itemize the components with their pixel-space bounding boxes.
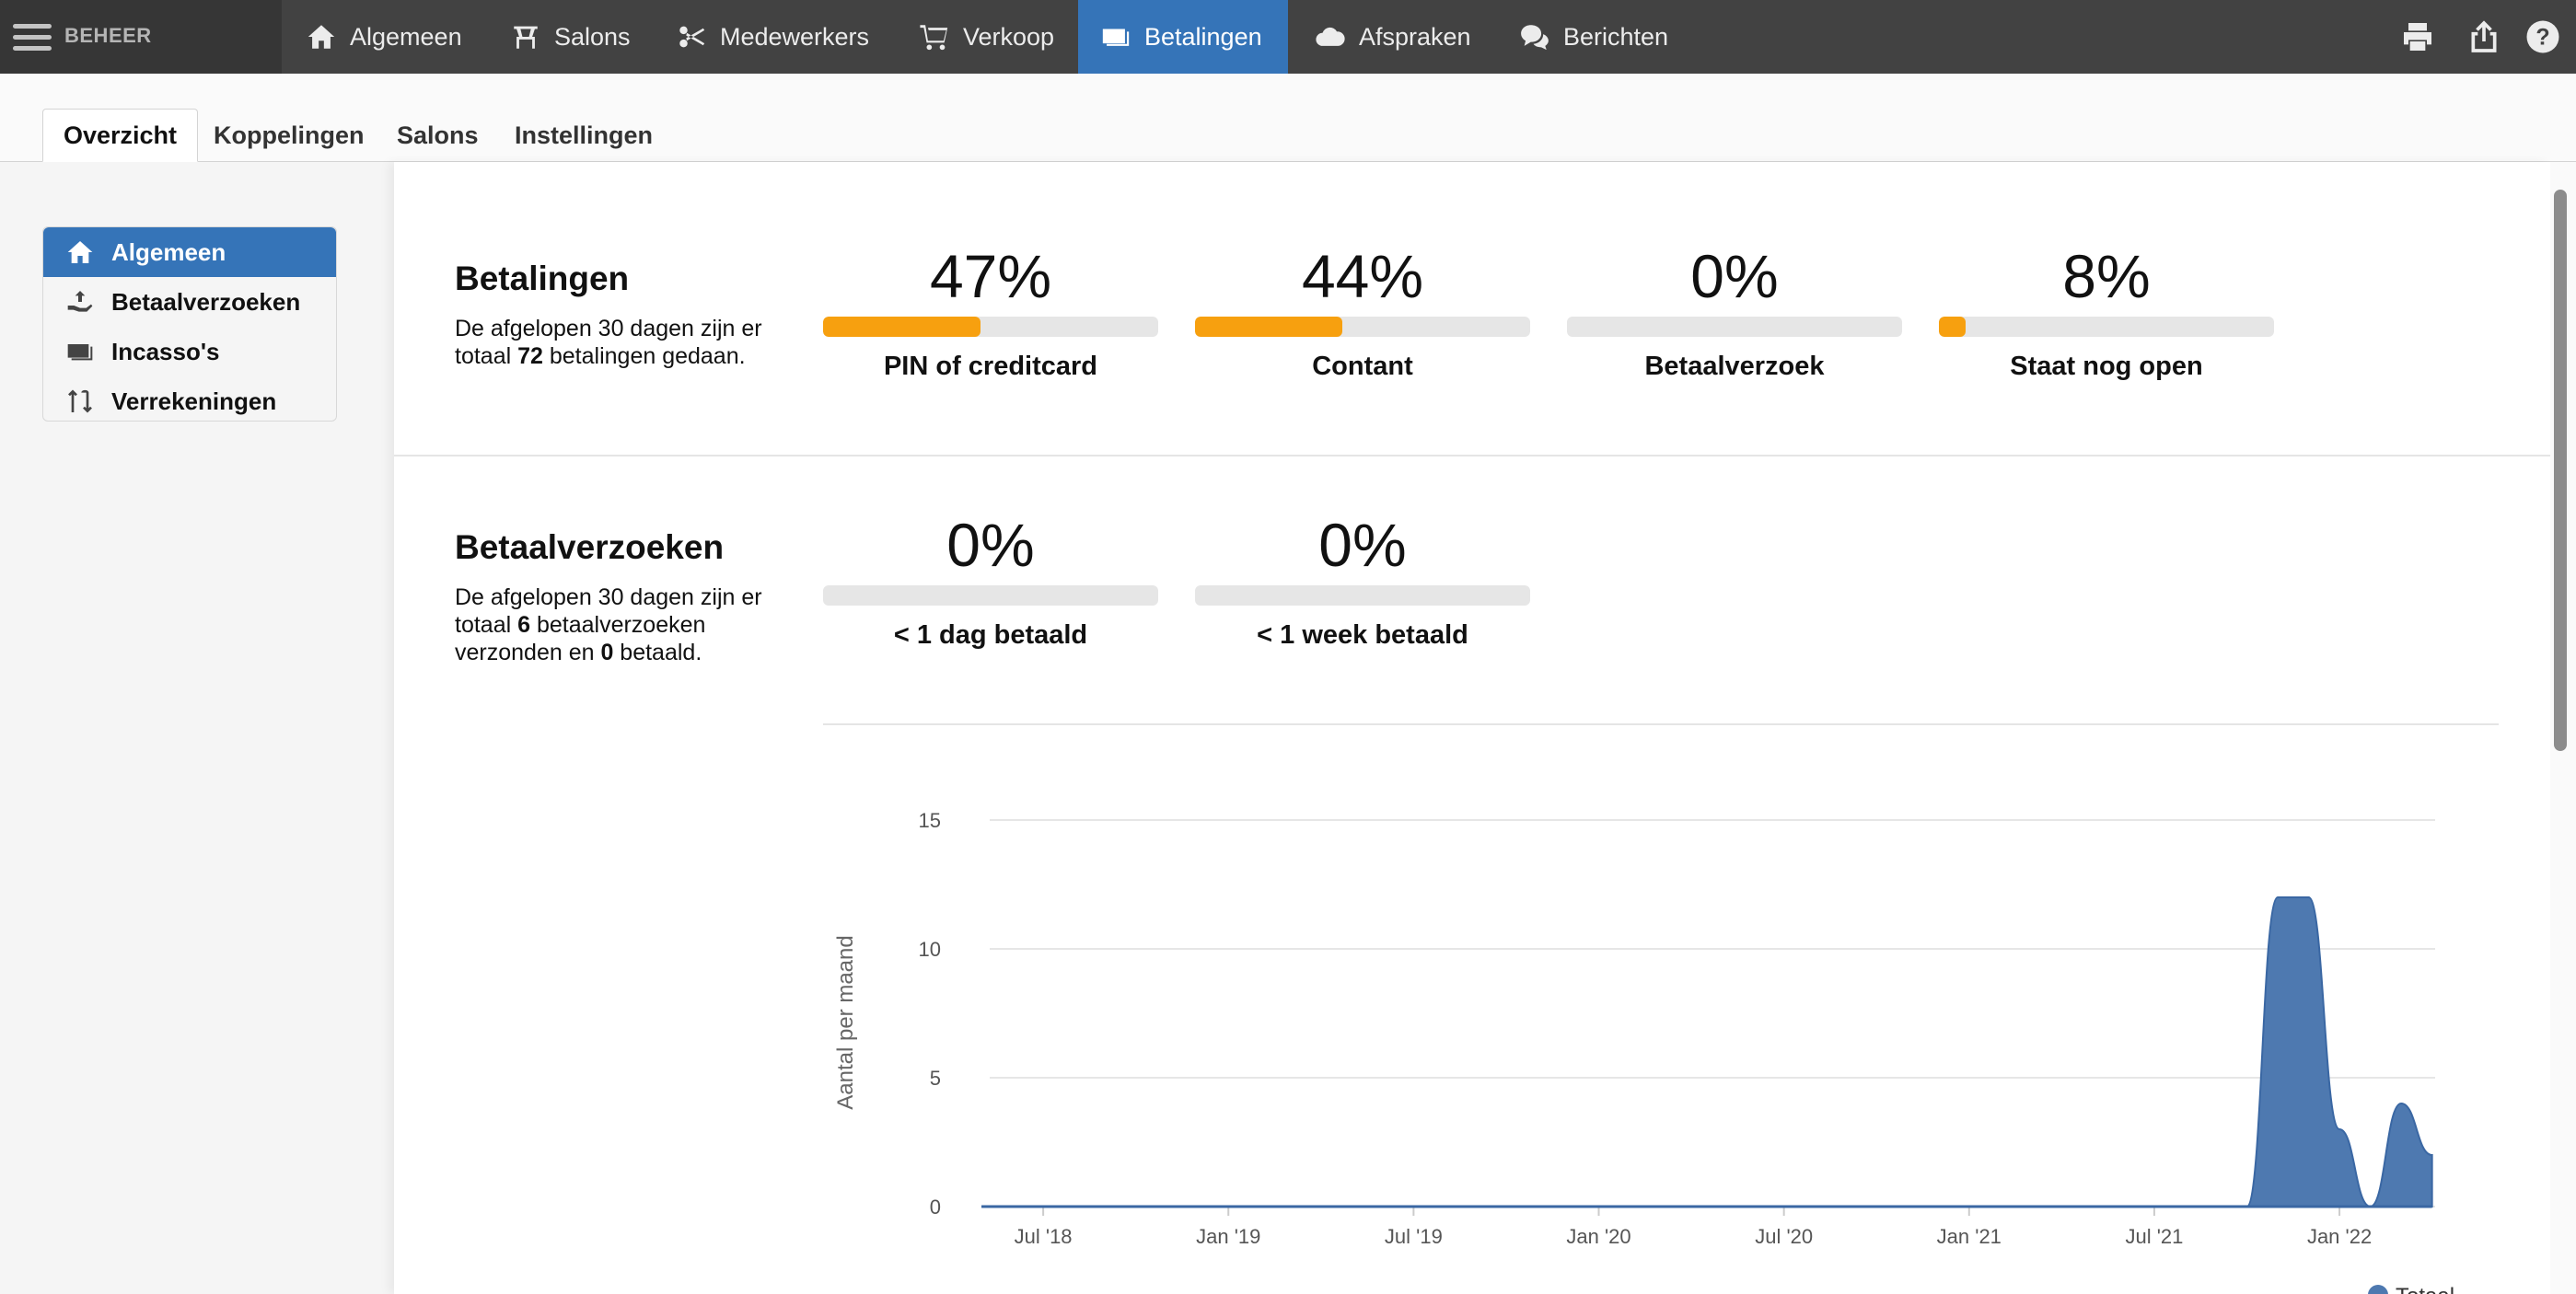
nav-item-betalingen[interactable]: Betalingen (1078, 0, 1288, 74)
nav-item-algemeen[interactable]: Algemeen (296, 0, 471, 74)
legend-marker-totaal (2368, 1285, 2388, 1294)
stat-value: 47% (929, 242, 1052, 310)
tab-salons[interactable]: Salons (397, 121, 479, 149)
stat-value: 0% (946, 511, 1035, 579)
x-tick-label: Jul '18 (1015, 1225, 1073, 1248)
nav-item-label: Algemeen (350, 22, 462, 51)
section-title-betalingen: Betalingen (455, 260, 630, 297)
nav-item-label: Afspraken (1359, 22, 1471, 51)
stat-value: 0% (1690, 242, 1779, 310)
nav-item-label: Medewerkers (720, 22, 870, 51)
x-tick-label: Jul '21 (2125, 1225, 2183, 1248)
sidebar-item-label: Incasso's (111, 337, 220, 365)
hand-money-icon (67, 291, 93, 312)
nav-item-label: Berichten (1563, 22, 1669, 51)
nav-item-verkoop[interactable]: Verkoop (910, 0, 1063, 74)
betaalverzoeken-sent-count: 6 (517, 612, 531, 638)
progress-bar (823, 585, 1158, 606)
y-tick-label: 10 (919, 938, 941, 961)
svg-text:?: ? (2535, 24, 2549, 50)
betaalverzoeken-description: De afgelopen 30 dagen zijn er totaal 6 b… (455, 584, 762, 665)
main-content: Betalingen De afgelopen 30 dagen zijn er… (394, 162, 2550, 1294)
progress-fill (1195, 317, 1343, 337)
sidebar-item-label: Algemeen (111, 237, 226, 266)
nav-item-label: Salons (554, 22, 631, 51)
x-tick-label: Jan '19 (1196, 1225, 1260, 1248)
stat-label: Contant (1312, 352, 1413, 381)
x-tick-label: Jan '22 (2307, 1225, 2372, 1248)
tab-koppelingen[interactable]: Koppelingen (214, 121, 365, 149)
sidebar-menu: Algemeen Betaalverzoeken Incasso's Verre… (42, 226, 337, 422)
home-icon (67, 241, 93, 263)
x-tick-label: Jan '20 (1566, 1225, 1630, 1248)
stat-value: 8% (2062, 242, 2151, 310)
card-icon (67, 344, 93, 361)
stat-label: PIN of creditcard (883, 352, 1098, 381)
chart-svg: 0 5 10 15 Aantal per maand Jul '18 Jan '19 Jul … (833, 809, 2454, 1294)
nav-item-berichten[interactable]: Berichten (1510, 0, 1677, 74)
nav-item-medewerkers[interactable]: Medewerkers (667, 0, 878, 74)
chat-icon (1521, 25, 1549, 51)
progress-fill (823, 317, 981, 337)
share-icon[interactable] (2466, 18, 2502, 55)
tab-instellingen[interactable]: Instellingen (515, 121, 654, 149)
salon-icon (514, 26, 538, 49)
x-tick-label: Jul '20 (1755, 1225, 1813, 1248)
area-series-totaal (981, 896, 2433, 1208)
betaalverzoeken-chart: 0 5 10 15 Aantal per maand Jul '18 Jan '19 Jul … (819, 755, 2477, 1294)
help-icon[interactable]: ? (2524, 18, 2561, 55)
stat-value: 0% (1318, 511, 1407, 579)
scrollbar[interactable] (2550, 162, 2576, 1294)
nav-item-label: Betalingen (1144, 22, 1262, 51)
y-tick-label: 15 (919, 809, 941, 832)
nav-item-salons[interactable]: Salons (501, 0, 640, 74)
chart-divider (823, 723, 2499, 725)
progress-bar (1195, 585, 1530, 606)
y-tick-label: 5 (930, 1067, 941, 1090)
section-divider (394, 455, 2550, 456)
home-icon (307, 25, 335, 49)
brand-label: BEHEER (64, 24, 152, 47)
section-title-betaalverzoeken: Betaalverzoeken (455, 528, 725, 566)
top-navigation: BEHEER Algemeen Salons Medewerkers Verko… (0, 0, 2576, 74)
sidebar-item-verrekeningen[interactable]: Verrekeningen (43, 376, 336, 426)
progress-bar (823, 317, 1158, 337)
stat-label: < 1 dag betaald (893, 620, 1088, 650)
stat-label: < 1 week betaald (1257, 620, 1468, 650)
sidebar-item-label: Betaalverzoeken (111, 287, 301, 316)
stat-value: 44% (1301, 242, 1424, 310)
progress-bar (1939, 317, 2274, 337)
print-icon[interactable] (2399, 18, 2436, 55)
cart-icon (920, 25, 948, 51)
stat-label: Betaalverzoek (1644, 352, 1825, 381)
sub-tabs: Overzicht Koppelingen Salons Instellinge… (0, 74, 2576, 162)
nav-item-label: Verkoop (963, 22, 1055, 51)
y-tick-label: 0 (930, 1196, 941, 1219)
progress-fill (1939, 317, 1967, 337)
betalingen-description: De afgelopen 30 dagen zijn er totaal 72 … (455, 316, 762, 369)
scissors-icon (679, 26, 705, 48)
brand-area: BEHEER (0, 0, 282, 74)
legend-label-totaal: Totaal (2396, 1284, 2454, 1294)
stat-label: Staat nog open (2010, 352, 2203, 381)
hamburger-menu-icon[interactable] (13, 20, 53, 53)
y-axis-label: Aantal per maand (833, 935, 858, 1109)
sidebar-item-betaalverzoeken[interactable]: Betaalverzoeken (43, 277, 336, 327)
x-tick-label: Jan '21 (1937, 1225, 2002, 1248)
nav-item-afspraken[interactable]: Afspraken (1305, 0, 1480, 74)
betalingen-count: 72 (517, 343, 543, 369)
progress-bar (1195, 317, 1530, 337)
scrollbar-thumb[interactable] (2554, 190, 2567, 751)
tab-overzicht[interactable]: Overzicht (42, 109, 199, 162)
x-tick-label: Jul '19 (1385, 1225, 1443, 1248)
betaalverzoeken-paid-count: 0 (600, 640, 614, 665)
cloud-icon (1316, 27, 1345, 46)
progress-bar (1567, 317, 1902, 337)
sidebar-item-label: Verrekeningen (111, 387, 277, 415)
sidebar-area: Algemeen Betaalverzoeken Incasso's Verre… (0, 162, 394, 1294)
sidebar-item-algemeen[interactable]: Algemeen (43, 227, 336, 277)
transfer-icon (68, 389, 92, 413)
sidebar-item-incassos[interactable]: Incasso's (43, 327, 336, 376)
payment-card-icon (1102, 29, 1130, 46)
